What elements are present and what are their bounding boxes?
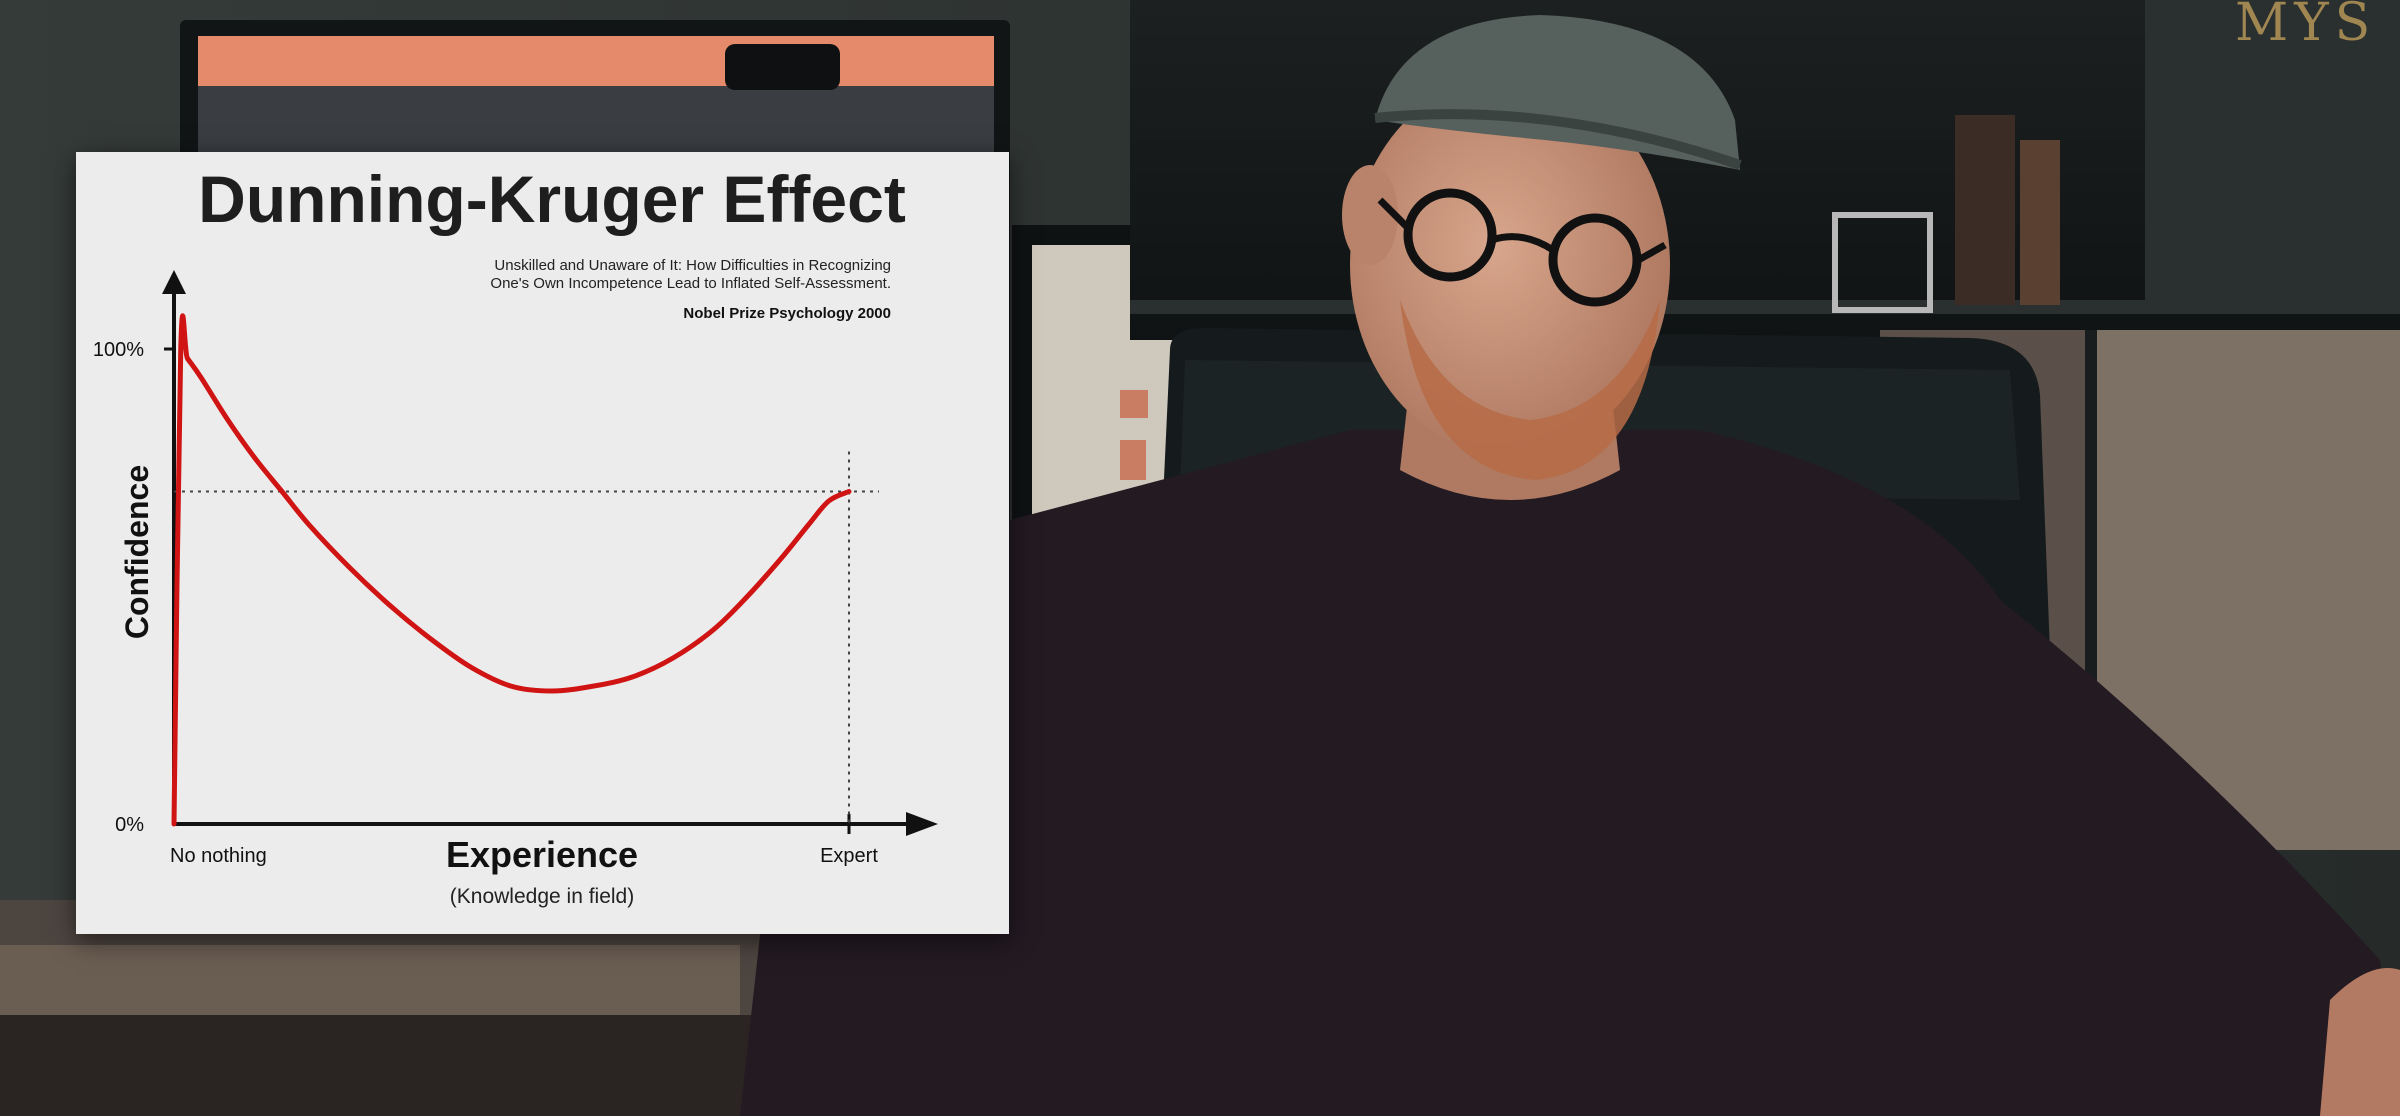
chart-subtitle-line-2: One's Own Incompetence Lead to Inflated … (490, 275, 891, 292)
x-axis-sublabel: (Knowledge in field) (450, 885, 634, 908)
webcam (725, 44, 840, 90)
chart-title: Dunning-Kruger Effect (198, 162, 906, 236)
dunning-kruger-chart-card: Dunning-Kruger Effect Unskilled and Unaw… (76, 152, 1009, 934)
person-torso (740, 430, 2400, 1116)
confidence-curve-line (171, 313, 852, 827)
x-tick-label-end: Expert (820, 845, 878, 867)
chart-subtitle-line-1: Unskilled and Unaware of It: How Difficu… (494, 257, 891, 274)
y-tick-label-bottom: 0% (115, 814, 144, 836)
y-axis-arrow (162, 270, 186, 294)
reference-lines (174, 451, 879, 824)
shelf-frame (1832, 212, 1933, 313)
chart-note: Nobel Prize Psychology 2000 (683, 305, 891, 322)
dunning-kruger-chart: Dunning-Kruger Effect Unskilled and Unaw… (93, 162, 938, 908)
person-head (1342, 15, 1742, 480)
x-axis-label: Experience (446, 834, 638, 875)
y-axis-label: Confidence (119, 465, 155, 639)
confidence-curve-layer (171, 313, 852, 827)
book-spine-text: MYS (2235, 0, 2376, 53)
x-tick-label-start: No nothing (170, 845, 267, 867)
book-spine (2145, 0, 2400, 310)
x-axis-arrow (906, 812, 938, 836)
y-tick-label-top: 100% (93, 339, 144, 361)
